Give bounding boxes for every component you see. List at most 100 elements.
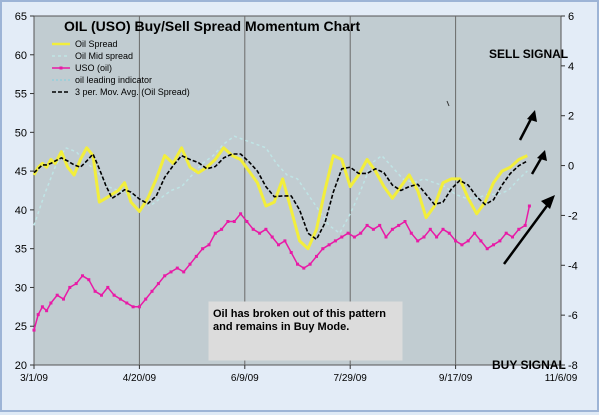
uso-point [397,223,401,227]
uso-point [504,231,508,235]
arrow-long [502,198,554,265]
uso-point [511,235,514,239]
y-left-tick-label: 35 [15,244,27,256]
uso-point [45,309,49,313]
x-tick-label: 3/1/09 [20,373,48,384]
series-oil-spread [32,146,528,251]
uso-point [352,235,356,239]
uso-point [55,293,59,297]
y-left-tick-label: 50 [15,127,27,139]
uso-point [175,266,179,270]
uso-point [289,251,293,254]
uso-point [473,231,477,235]
y-left-tick-label: 55 [15,89,27,101]
x-tick-label: 4/20/09 [123,373,157,384]
annotation-text: Oil has broken out of this pattern and re… [213,308,386,333]
arrow-long-head [541,195,555,209]
y-left-tick-label: 45 [15,166,27,178]
uso-point [523,223,527,227]
uso-point [226,220,230,223]
uso-point [36,313,40,317]
uso-point [131,305,135,309]
uso-point [296,262,299,266]
uso-point [62,297,65,301]
uso-point [156,282,160,286]
uso-point [340,235,344,239]
uso-point [245,220,249,223]
uso-point [466,239,470,243]
uso-point [517,227,521,231]
uso-point [384,235,388,239]
uso-point [327,243,331,247]
uso-point [220,227,224,231]
stray-mark [446,100,450,107]
uso-point [207,243,211,247]
uso-point [346,231,350,235]
uso-point [49,301,53,305]
uso-point [498,239,502,243]
uso-point [409,231,413,235]
x-tick-label: 9/17/09 [439,373,473,384]
legend-label: oil leading indicator [75,75,152,85]
x-tick-label: 6/9/09 [231,373,259,384]
uso-point [479,239,483,243]
uso-point [182,270,186,274]
x-tick-label: 7/29/09 [334,373,368,384]
y-right-tick-label: -6 [568,310,578,322]
y-left-tick-label: 40 [15,205,27,217]
uso-point [277,243,280,247]
uso-point [492,243,495,247]
uso-point [100,293,103,297]
uso-point [137,305,141,309]
uso-point [258,231,262,235]
uso-point [125,301,129,305]
uso-point [371,227,375,231]
uso-point [403,220,407,223]
y-right-tick-label: 2 [568,111,574,123]
legend-label: 3 per. Mov. Avg. (Oil Spread) [75,87,190,97]
legend: Oil Spread Oil Mid spread USO (oil) oil lea… [52,39,190,97]
legend-marker [59,66,63,70]
x-tick-label: 11/6/09 [545,373,578,384]
y-right-tick-label: -2 [568,210,578,222]
y-left-tick-label: 25 [15,321,27,333]
y-left-tick-label: 20 [15,360,27,372]
y-right-tick-label: 4 [568,61,574,73]
uso-point [112,293,116,297]
uso-point [40,305,44,309]
uso-point [118,297,122,301]
uso-point [87,278,91,282]
y-right-tick-label: -4 [568,260,578,272]
chart: OIL (USO) Buy/Sell Spread Momentum Chart… [15,11,578,384]
uso-point [188,262,192,266]
uso-point [201,247,205,251]
legend-label: Oil Mid spread [75,51,133,61]
x-axis: 3/1/09 4/20/09 6/9/09 7/29/09 9/17/09 11/6/09 [20,365,578,384]
y-right-tick-label: 0 [568,161,574,173]
uso-point [239,212,243,216]
legend-label: Oil Spread [75,39,118,49]
uso-point [454,239,458,243]
uso-point [106,285,110,289]
chart-title: OIL (USO) Buy/Sell Spread Momentum Chart [64,18,360,34]
uso-point [308,262,312,266]
arrow-mid-head [537,150,547,161]
uso-point [378,223,382,227]
y-left-tick-label: 60 [15,50,27,62]
uso-point [169,270,173,274]
uso-point [68,285,72,289]
buy-signal-label: BUY SIGNAL [492,358,566,372]
uso-point [232,220,236,223]
series-mov-avg [33,153,528,241]
uso-point [485,247,489,251]
uso-point [74,282,78,286]
uso-point [32,328,36,332]
uso-point [150,289,154,293]
y-right-tick-label: 6 [568,11,574,23]
series-layer [32,135,531,332]
uso-point [460,243,464,247]
uso-point [194,254,198,258]
uso-point [527,204,531,208]
uso-point [93,289,97,293]
uso-point [302,266,306,270]
